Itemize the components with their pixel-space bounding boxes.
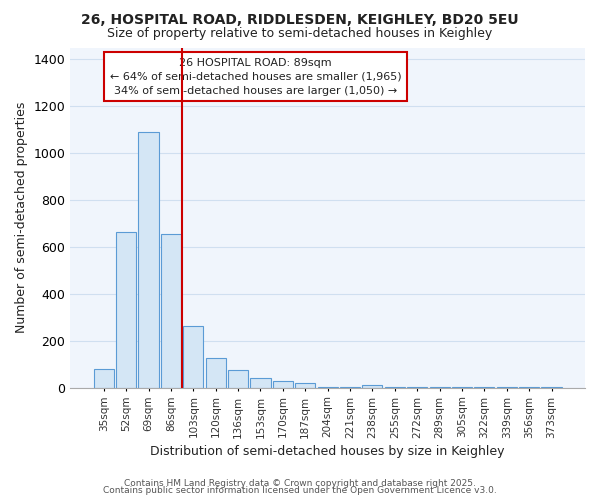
Bar xyxy=(430,387,449,388)
Text: 26, HOSPITAL ROAD, RIDDLESDEN, KEIGHLEY, BD20 5EU: 26, HOSPITAL ROAD, RIDDLESDEN, KEIGHLEY,… xyxy=(81,12,519,26)
Y-axis label: Number of semi-detached properties: Number of semi-detached properties xyxy=(15,102,28,334)
Bar xyxy=(139,132,158,388)
X-axis label: Distribution of semi-detached houses by size in Keighley: Distribution of semi-detached houses by … xyxy=(151,444,505,458)
Bar xyxy=(250,378,271,388)
Bar xyxy=(161,234,181,388)
Text: Contains HM Land Registry data © Crown copyright and database right 2025.: Contains HM Land Registry data © Crown c… xyxy=(124,478,476,488)
Bar xyxy=(340,387,360,388)
Bar xyxy=(474,387,494,388)
Bar xyxy=(183,326,203,388)
Bar xyxy=(541,387,562,388)
Bar xyxy=(317,386,338,388)
Bar xyxy=(519,387,539,388)
Bar xyxy=(94,369,114,388)
Text: Size of property relative to semi-detached houses in Keighley: Size of property relative to semi-detach… xyxy=(107,28,493,40)
Bar xyxy=(362,386,382,388)
Bar xyxy=(497,387,517,388)
Bar xyxy=(116,232,136,388)
Bar xyxy=(206,358,226,388)
Bar xyxy=(273,381,293,388)
Bar xyxy=(295,383,316,388)
Bar xyxy=(385,386,405,388)
Bar xyxy=(228,370,248,388)
Text: 26 HOSPITAL ROAD: 89sqm
← 64% of semi-detached houses are smaller (1,965)
34% of: 26 HOSPITAL ROAD: 89sqm ← 64% of semi-de… xyxy=(110,58,401,96)
Bar xyxy=(452,387,472,388)
Bar xyxy=(407,387,427,388)
Text: Contains public sector information licensed under the Open Government Licence v3: Contains public sector information licen… xyxy=(103,486,497,495)
